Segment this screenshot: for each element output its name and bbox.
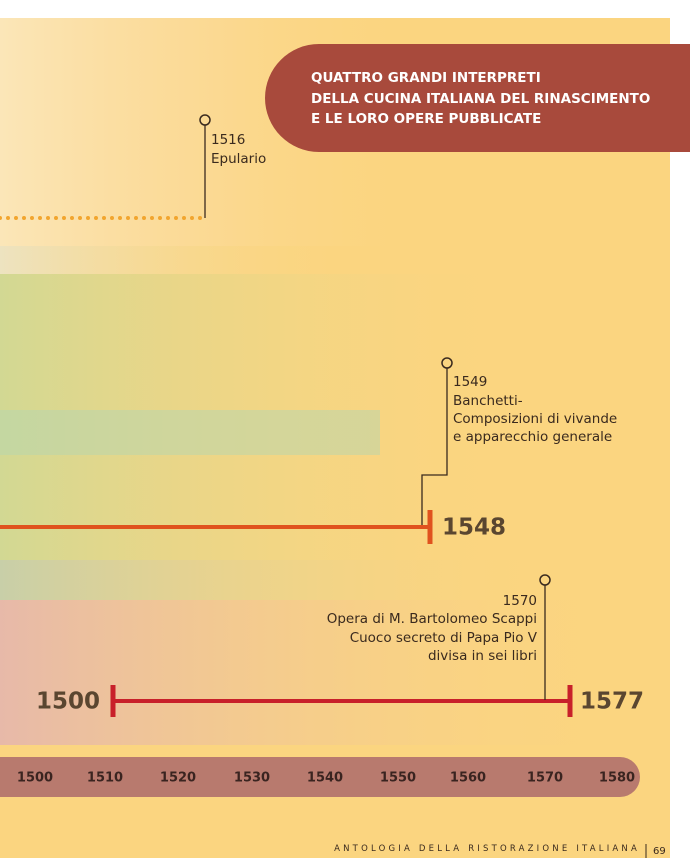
footer-text: ANTOLOGIA DELLA RISTORAZIONE ITALIANA [334, 844, 640, 854]
axis-tick-label: 1580 [599, 771, 635, 786]
band [0, 410, 380, 455]
axis-tick-label: 1560 [450, 771, 486, 786]
title-pill [265, 44, 690, 152]
marker [441, 357, 453, 369]
axis-tick-label: 1570 [527, 771, 563, 786]
event-text: Epulario [211, 151, 266, 167]
range-end: 1577 [580, 689, 644, 715]
axis-tick-label: 1520 [160, 771, 196, 786]
event-year: 1570 [503, 593, 537, 609]
event-year: 1549 [453, 374, 487, 390]
marker [199, 114, 211, 126]
event-year: 1516 [211, 132, 245, 148]
title-line: QUATTRO GRANDI INTERPRETI [311, 70, 541, 86]
band [0, 246, 360, 274]
axis-ticks: 1500 1510 1520 1530 1540 1550 1560 1570 1580 [17, 771, 635, 786]
event-text: Cuoco secreto di Papa Pio V [350, 630, 538, 646]
axis-tick-label: 1550 [380, 771, 416, 786]
title-line: DELLA CUCINA ITALIANA DEL RINASCIMENTO [311, 91, 650, 107]
axis-tick-label: 1540 [307, 771, 343, 786]
axis-tick-label: 1530 [234, 771, 270, 786]
connector [421, 368, 448, 525]
page-number: 69 [653, 846, 666, 857]
event-text: Opera di M. Bartolomeo Scappi [327, 611, 537, 627]
event-text: divisa in sei libri [428, 648, 537, 664]
event-text: Composizioni di vivande [453, 411, 617, 427]
event-text: e apparecchio generale [453, 429, 612, 445]
axis-bar [0, 757, 640, 797]
axis-tick-label: 1510 [87, 771, 123, 786]
title-line: E LE LORO OPERE PUBBLICATE [311, 111, 541, 127]
band [0, 600, 640, 745]
axis-tick-label: 1500 [17, 771, 53, 786]
band [0, 560, 560, 600]
range-end: 1548 [442, 515, 506, 541]
event-text: Banchetti- [453, 393, 523, 409]
marker [539, 574, 551, 586]
range-start: 1500 [36, 689, 100, 715]
